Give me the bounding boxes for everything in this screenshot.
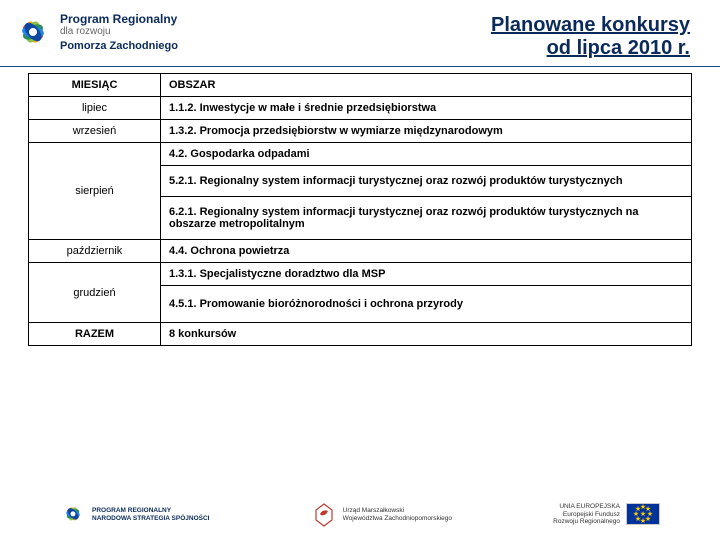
- table-row: lipiec 1.1.2. Inwestycje w małe i średni…: [29, 97, 692, 120]
- col-header-month: MIESIĄC: [29, 74, 161, 97]
- table-row: grudzień 1.3.1. Specjalistyczne doradztw…: [29, 263, 692, 286]
- logo-line-2: dla rozwoju: [60, 26, 178, 37]
- flower-icon: [12, 8, 54, 50]
- footer-right-text: UNIA EUROPEJSKA Europejski Fundusz Rozwo…: [553, 503, 620, 526]
- title-line-2: od lipca 2010 r.: [491, 37, 690, 60]
- cell-month: grudzień: [29, 263, 161, 323]
- footer-logos: PROGRAM REGIONALNY NARODOWA STRATEGIA SP…: [0, 499, 720, 530]
- cell-month: lipiec: [29, 97, 161, 120]
- cell-area: 5.2.1. Regionalny system informacji tury…: [161, 166, 692, 197]
- header-rule: [0, 66, 720, 67]
- cell-area: 4.5.1. Promowanie bioróżnorodności i och…: [161, 286, 692, 323]
- cell-area: 1.3.1. Specjalistyczne doradztwo dla MSP: [161, 263, 692, 286]
- competitions-table-wrap: MIESIĄC OBSZAR lipiec 1.1.2. Inwestycje …: [0, 73, 720, 346]
- cell-area: 1.1.2. Inwestycje w małe i średnie przed…: [161, 97, 692, 120]
- table-row: wrzesień 1.3.2. Promocja przedsiębiorstw…: [29, 120, 692, 143]
- cell-area: 1.3.2. Promocja przedsiębiorstw w wymiar…: [161, 120, 692, 143]
- table-row: październik 4.4. Ochrona powietrza: [29, 240, 692, 263]
- table-row-total: RAZEM 8 konkursów: [29, 323, 692, 346]
- footer-marshal-logo: Urząd Marszałkowski Województwa Zachodni…: [311, 502, 452, 528]
- cell-total-label: RAZEM: [29, 323, 161, 346]
- eu-flag-icon: [626, 503, 660, 525]
- logo-line-3: Pomorza Zachodniego: [60, 40, 178, 52]
- cell-area: 4.2. Gospodarka odpadami: [161, 143, 692, 166]
- cell-total-value: 8 konkursów: [161, 323, 692, 346]
- cell-area: 6.2.1. Regionalny system informacji tury…: [161, 197, 692, 240]
- table-row: sierpień 4.2. Gospodarka odpadami: [29, 143, 692, 166]
- cell-month: październik: [29, 240, 161, 263]
- cell-area: 4.4. Ochrona powietrza: [161, 240, 692, 263]
- footer-left-text: PROGRAM REGIONALNY NARODOWA STRATEGIA SP…: [92, 507, 210, 523]
- table-header-row: MIESIĄC OBSZAR: [29, 74, 692, 97]
- program-logo: Program Regionalny dla rozwoju Pomorza Z…: [12, 8, 178, 52]
- logo-line-1: Program Regionalny: [60, 12, 178, 26]
- cell-month: sierpień: [29, 143, 161, 240]
- page-title: Planowane konkursy od lipca 2010 r.: [491, 8, 700, 60]
- logo-text: Program Regionalny dla rozwoju Pomorza Z…: [60, 8, 178, 52]
- griffin-icon: [311, 502, 337, 528]
- title-line-1: Planowane konkursy: [491, 14, 690, 37]
- flower-icon: [60, 499, 86, 530]
- footer-program-logo: PROGRAM REGIONALNY NARODOWA STRATEGIA SP…: [60, 499, 210, 530]
- header: Program Regionalny dla rozwoju Pomorza Z…: [0, 0, 720, 64]
- col-header-area: OBSZAR: [161, 74, 692, 97]
- footer-eu-logo: UNIA EUROPEJSKA Europejski Fundusz Rozwo…: [553, 503, 660, 526]
- cell-month: wrzesień: [29, 120, 161, 143]
- footer-center-text: Urząd Marszałkowski Województwa Zachodni…: [343, 507, 452, 523]
- competitions-table: MIESIĄC OBSZAR lipiec 1.1.2. Inwestycje …: [28, 73, 692, 346]
